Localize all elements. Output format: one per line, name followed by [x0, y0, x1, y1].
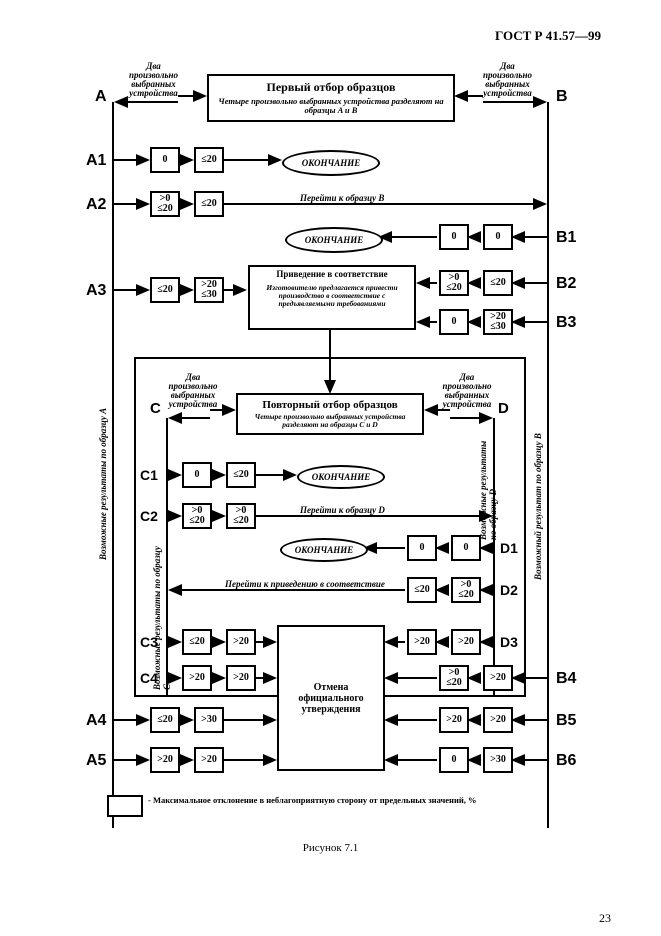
vbox-b4-1: >20 — [483, 665, 513, 691]
vbox-b5-1: >20 — [483, 707, 513, 733]
label-C1: C1 — [140, 467, 158, 483]
box-compliance-title: Приведение в соответствие — [250, 267, 414, 282]
vbox-a4-1: ≤20 — [150, 707, 180, 733]
note-mid-left: Два произвольно выбранных устройства — [168, 373, 218, 409]
vbox-d3-1: >20 — [451, 629, 481, 655]
label-A4: A4 — [86, 712, 106, 730]
vbox-d2-1: >0 ≤20 — [451, 577, 481, 603]
vbox-d1-2: 0 — [407, 535, 437, 561]
label-A5: A5 — [86, 752, 106, 770]
label-D3: D3 — [500, 634, 518, 650]
box-revoke: Отмена официального утверждения — [277, 625, 385, 771]
vbox-a1-2: ≤20 — [194, 147, 224, 173]
vbox-b6-2: 0 — [439, 747, 469, 773]
label-B3: B3 — [556, 314, 576, 332]
label-B4: B4 — [556, 670, 576, 688]
vbox-b1-2: 0 — [439, 224, 469, 250]
label-A3: A3 — [86, 282, 106, 300]
label-C: C — [150, 400, 161, 417]
label-D: D — [498, 400, 509, 417]
vbox-b2-2: >0 ≤20 — [439, 270, 469, 296]
note-to-D: Перейти к образцу D — [300, 505, 385, 515]
legend-box — [107, 795, 143, 817]
box-second-sub: Четыре произвольно выбранных устройства … — [238, 411, 422, 432]
vbox-c3-2: >20 — [226, 629, 256, 655]
page-number: 23 — [599, 911, 611, 926]
vtext-left-outer: Возможные результаты по образцу A — [98, 360, 108, 560]
vbox-c4-2: >20 — [226, 665, 256, 691]
label-B6: B6 — [556, 752, 576, 770]
box-compliance: Приведение в соответствие Изготовителю п… — [248, 265, 416, 330]
label-B1: B1 — [556, 229, 576, 247]
label-B5: B5 — [556, 712, 576, 730]
vbox-b1-1: 0 — [483, 224, 513, 250]
vbox-d2-2: ≤20 — [407, 577, 437, 603]
box-revoke-text: Отмена официального утверждения — [279, 682, 383, 715]
vbox-c3-1: ≤20 — [182, 629, 212, 655]
vbox-b5-2: >20 — [439, 707, 469, 733]
vbox-b4-2: >0 ≤20 — [439, 665, 469, 691]
vbox-b2-1: ≤20 — [483, 270, 513, 296]
note-top-right: Два произвольно выбранных устройства — [480, 62, 535, 98]
vbox-a1-1: 0 — [150, 147, 180, 173]
note-to-comp: Перейти к приведению в соответствие — [225, 579, 385, 589]
doc-header: ГОСТ Р 41.57—99 — [495, 28, 601, 44]
box-first-selection: Первый отбор образцов Четыре произвольно… — [207, 74, 455, 122]
vbox-c1-1: 0 — [182, 462, 212, 488]
vbox-a2-2: ≤20 — [194, 191, 224, 217]
box-second-title: Повторный отбор образцов — [238, 395, 422, 411]
vbox-a3-1: ≤20 — [150, 277, 180, 303]
vbox-a4-2: >30 — [194, 707, 224, 733]
vbox-c4-1: >20 — [182, 665, 212, 691]
note-to-B: Перейти к образцу B — [300, 193, 384, 203]
vbox-b6-1: >30 — [483, 747, 513, 773]
legend-text: - Максимальное отклонение в неблагоприят… — [148, 795, 528, 805]
vbox-d3-2: >20 — [407, 629, 437, 655]
oval-end-b1: ОКОНЧАНИЕ — [285, 227, 383, 253]
vbox-c2-2: >0 ≤20 — [226, 503, 256, 529]
box-compliance-sub: Изготовителю предлагается привести произ… — [250, 282, 414, 311]
vtext-right-outer: Возможный результат по образцу B — [533, 380, 543, 580]
page: ГОСТ Р 41.57—99 — [0, 0, 661, 936]
vtext-right-inner: Возможные результаты по образцу D — [478, 430, 498, 540]
vbox-a5-1: >20 — [150, 747, 180, 773]
vbox-b3-2: 0 — [439, 309, 469, 335]
note-top-left: Два произвольно выбранных устройства — [126, 62, 181, 98]
label-A: A — [95, 88, 107, 106]
vbox-a5-2: >20 — [194, 747, 224, 773]
label-D1: D1 — [500, 540, 518, 556]
oval-end-d1: ОКОНЧАНИЕ — [280, 538, 368, 562]
box-second-selection: Повторный отбор образцов Четыре произвол… — [236, 393, 424, 435]
box-first-sub: Четыре произвольно выбранных устройства … — [209, 95, 453, 118]
vbox-a3-2: >20 ≤30 — [194, 277, 224, 303]
label-A2: A2 — [86, 196, 106, 214]
box-first-title: Первый отбор образцов — [209, 76, 453, 95]
oval-end-c1: ОКОНЧАНИЕ — [297, 465, 385, 489]
oval-end-a1: ОКОНЧАНИЕ — [282, 150, 380, 176]
vbox-c1-2: ≤20 — [226, 462, 256, 488]
label-B: B — [556, 88, 568, 106]
vbox-b3-1: >20 ≤30 — [483, 309, 513, 335]
vtext-left-inner: Возможные результаты по образцу C — [152, 540, 172, 690]
figure-caption: Рисунок 7.1 — [0, 842, 661, 854]
label-D2: D2 — [500, 582, 518, 598]
vbox-a2-1: >0 ≤20 — [150, 191, 180, 217]
note-mid-right: Два произвольно выбранных устройства — [442, 373, 492, 409]
label-A1: A1 — [86, 152, 106, 170]
vbox-c2-1: >0 ≤20 — [182, 503, 212, 529]
vbox-d1-1: 0 — [451, 535, 481, 561]
label-C2: C2 — [140, 508, 158, 524]
label-B2: B2 — [556, 275, 576, 293]
